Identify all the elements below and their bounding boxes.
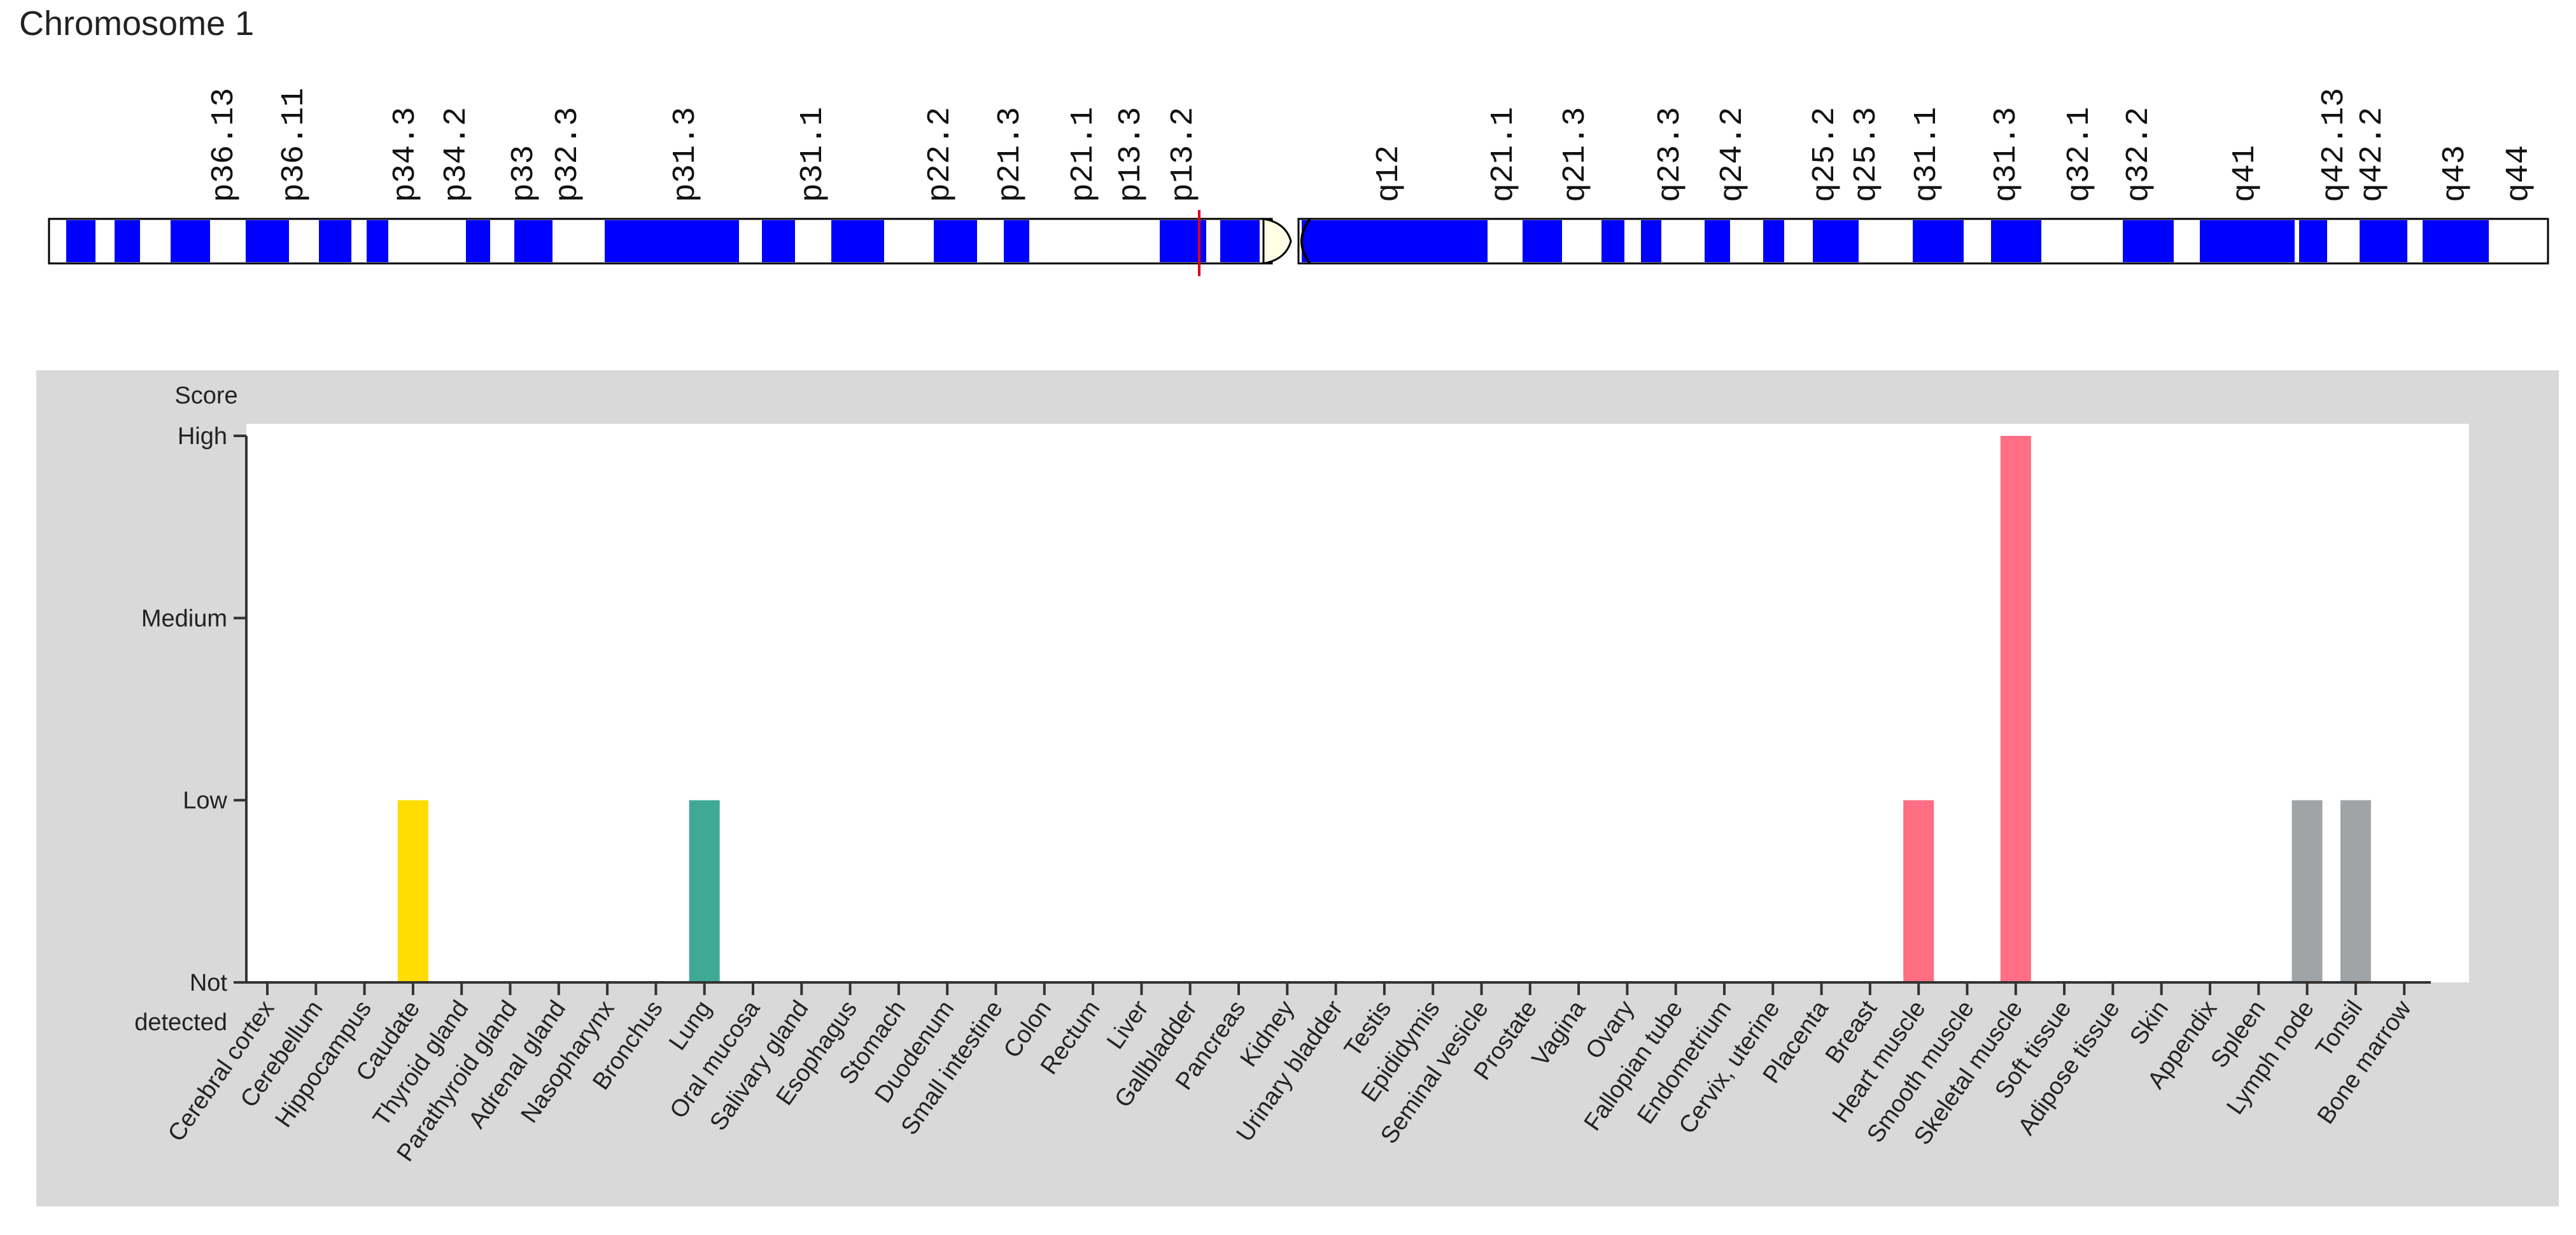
p-band-label: p21.1 [1066, 107, 1102, 202]
q-band-block [1763, 220, 1784, 262]
q-band-label: q31.3 [1988, 107, 2025, 202]
q-band-label: q44 [2501, 145, 2537, 202]
p-band-label: p13.2 [1165, 107, 1202, 202]
p-arm-bands [66, 220, 1260, 262]
bars [397, 436, 2371, 982]
bar-caudate[interactable] [397, 800, 428, 982]
y-tick-label: detected [134, 1009, 227, 1036]
q-band-label: q32.2 [2121, 107, 2157, 202]
p-band-block [605, 220, 742, 262]
q-band-block [1913, 220, 1964, 262]
p-band-label: p13.3 [1113, 107, 1150, 202]
p-band-label: p34.3 [388, 107, 424, 202]
p-band-block [466, 220, 490, 262]
p-band-label: p33 [506, 145, 542, 202]
p-band-block [66, 220, 95, 262]
bar-lung[interactable] [689, 800, 720, 982]
q-band-label: q23.3 [1652, 107, 1689, 202]
y-tick-label: Low [183, 788, 227, 814]
p-band-block [1004, 220, 1029, 262]
p-band-label: p22.2 [922, 107, 959, 202]
q-band-label: q24.2 [1715, 107, 1751, 202]
q-band-label: q12 [1371, 145, 1407, 202]
centromere [1262, 218, 1292, 265]
q-band-block [1705, 220, 1730, 262]
p-band-block [246, 220, 289, 262]
centromere-q-edge [1300, 218, 1311, 265]
y-axis: Not detected Low Medium High [134, 423, 248, 1036]
y-tick-label: Medium [141, 605, 227, 632]
p-band-label: p31.3 [668, 107, 704, 202]
p-band-block [1220, 220, 1260, 262]
bar-heart-muscle[interactable] [1903, 800, 1934, 982]
q-band-label: q25.3 [1848, 107, 1885, 202]
q-arm-bands [1302, 220, 2489, 262]
expression-bar-chart: Score Not detected Low Medium High Cerebral … [134, 382, 2469, 1166]
bar-tonsil[interactable] [2340, 800, 2371, 982]
y-tick-label: High [178, 423, 227, 450]
chromosome-ideogram[interactable]: p36.13 p36.11 p34.3 p34.2 p33 p32.3 p31.3 p31.1… [0, 0, 2576, 318]
bar-lymph-node[interactable] [2291, 800, 2323, 982]
q-band-label: q31.1 [1909, 107, 1945, 202]
q-band-block [1991, 220, 2041, 262]
q-band-label: q25.2 [1807, 107, 1843, 202]
q-band-label: q43 [2437, 145, 2474, 202]
p-band-label: p21.3 [992, 107, 1029, 202]
x-tick-label: Skin [2125, 996, 2174, 1050]
q-band-block [2299, 220, 2327, 262]
q-band-block [1641, 220, 1661, 262]
x-axis: Cerebral cortexCerebellumHippocampusCaud… [163, 981, 2431, 1166]
p-band-label: p34.2 [439, 107, 475, 202]
bar-skeletal-muscle[interactable] [2000, 436, 2031, 982]
p-band-block [367, 220, 388, 262]
p-band-block [514, 220, 553, 262]
x-tick-label: Vagina [1527, 995, 1591, 1071]
p-band-block [171, 220, 210, 262]
plot-area [246, 424, 2469, 982]
q-band-label: q42.2 [2354, 107, 2391, 202]
q-band-block [1302, 220, 1488, 262]
p-band-block [831, 220, 884, 262]
q-band-block [2123, 220, 2174, 262]
q-band-block [2360, 220, 2407, 262]
chromosome-title: Chromosome 1 [19, 4, 255, 43]
p-band-label: p36.13 [206, 88, 243, 202]
q-band-label: q21.3 [1558, 107, 1594, 202]
y-axis-title: Score [174, 382, 237, 409]
expression-chart-panel: Score Not detected Low Medium High Cerebral … [36, 370, 2559, 1206]
p-band-label: p36.11 [276, 88, 313, 202]
p-band-block [115, 220, 140, 262]
q-band-label: q41 [2227, 145, 2263, 202]
q-band-label: q21.1 [1486, 107, 1522, 202]
p-band-block [762, 220, 795, 262]
p-band-block [934, 220, 977, 262]
p-band-label: p31.1 [795, 107, 831, 202]
y-tick-label: Not [190, 970, 228, 996]
p-band-block [319, 220, 351, 262]
q-band-block [1523, 220, 1562, 262]
q-band-label: q42.13 [2316, 88, 2353, 202]
q-band-block [2200, 220, 2295, 262]
p-band-label: p32.3 [550, 107, 586, 202]
q-band-block [1813, 220, 1859, 262]
q-band-block [2423, 220, 2489, 262]
band-labels: p36.13 p36.11 p34.3 p34.2 p33 p32.3 p31.3 p31.1… [206, 88, 2537, 202]
q-band-block [1601, 220, 1624, 262]
q-band-label: q32.1 [2062, 107, 2098, 202]
